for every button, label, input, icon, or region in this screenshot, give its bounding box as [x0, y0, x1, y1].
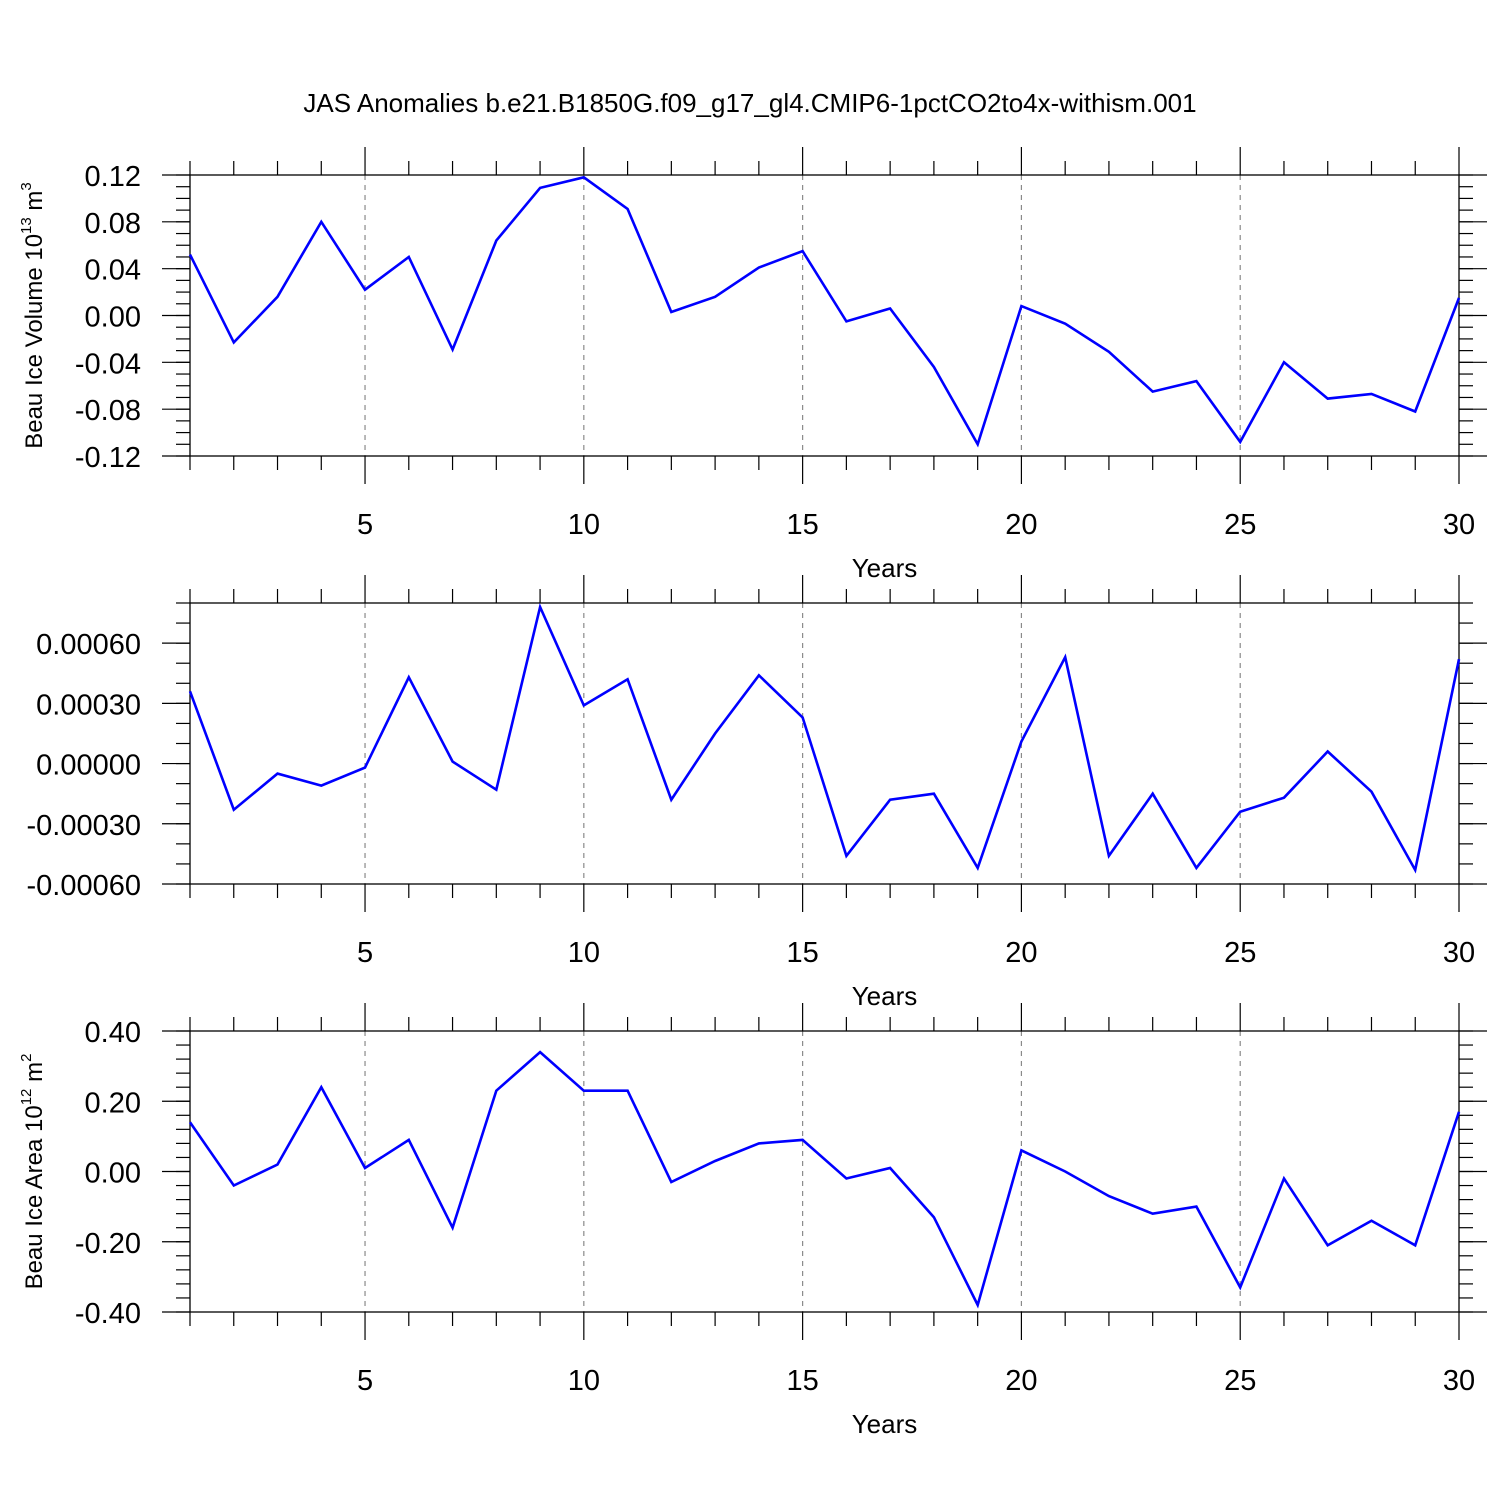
x-tick-label: 5 — [357, 1365, 373, 1397]
y-tick-label: -0.40 — [75, 1298, 141, 1330]
y-tick-label: 0.04 — [85, 255, 141, 287]
y-tick-label: -0.12 — [75, 442, 141, 474]
volume-panel: 5 10 15 20 25 30 Years 0.12 0.08 0.04 0.00 -0.04 -0.… — [18, 147, 1487, 583]
plot-frame — [189, 1030, 1460, 1313]
data-series-line — [188, 175, 1461, 448]
x-tick-label: 30 — [1443, 1365, 1475, 1397]
y-tick-label: 0.00 — [85, 302, 141, 334]
x-axis-label: Years — [852, 553, 918, 583]
y-tick-label: 0.00 — [85, 1158, 141, 1190]
x-tick-label: 10 — [568, 1365, 600, 1397]
x-tick-label: 30 — [1443, 937, 1475, 969]
data-series-line — [188, 602, 1461, 874]
x-tick-label: 5 — [357, 509, 373, 541]
plot-frame — [189, 174, 1460, 457]
y-tick-label: 0.20 — [85, 1087, 141, 1119]
x-tick-label: 15 — [786, 509, 818, 541]
chart-title: JAS Anomalies b.e21.B1850G.f09_g17_gl4.C… — [303, 88, 1196, 118]
y-axis-label: Beau Ice Volume 1013 m3 — [18, 182, 48, 449]
x-tick-label: 10 — [568, 509, 600, 541]
y-tick-label: -0.04 — [75, 348, 141, 380]
x-tick-label: 25 — [1224, 509, 1256, 541]
x-tick-label: 30 — [1443, 509, 1475, 541]
x-tick-label: 15 — [786, 937, 818, 969]
y-tick-label: 0.00060 — [36, 629, 141, 661]
y-axis-label: Beau Ice Area 1012 m2 — [18, 1054, 48, 1290]
y-tick-label: 0.00030 — [36, 689, 141, 721]
x-tick-label: 15 — [786, 1365, 818, 1397]
x-tick-label: 25 — [1224, 1365, 1256, 1397]
panels: 5 10 15 20 25 30 Years 0.12 0.08 0.04 0.00 -0.04 -0.… — [18, 147, 1487, 1439]
middle-panel: 5 10 15 20 25 30 Years 0.00060 0.00030 0.00000 -0.… — [27, 575, 1487, 1011]
y-tick-label: -0.00060 — [27, 870, 142, 902]
y-tick-label: 0.08 — [85, 208, 141, 240]
x-tick-label: 25 — [1224, 937, 1256, 969]
y-tick-label: 0.12 — [85, 161, 141, 193]
plot-frame — [189, 602, 1460, 885]
y-tick-label: 0.00000 — [36, 750, 141, 782]
x-tick-label: 5 — [357, 937, 373, 969]
x-tick-label: 20 — [1005, 1365, 1037, 1397]
x-tick-label: 20 — [1005, 509, 1037, 541]
data-series-line — [188, 1050, 1461, 1309]
x-axis-label: Years — [852, 1409, 918, 1439]
area-panel: 5 10 15 20 25 30 Years 0.40 0.20 0.00 -0.20 -0.40 Be… — [18, 1003, 1487, 1439]
y-tick-label: -0.20 — [75, 1228, 141, 1260]
x-tick-label: 10 — [568, 937, 600, 969]
y-tick-label: -0.08 — [75, 395, 141, 427]
y-tick-label: 0.40 — [85, 1017, 141, 1049]
x-tick-label: 20 — [1005, 937, 1037, 969]
x-axis-label: Years — [852, 981, 918, 1011]
y-tick-label: -0.00030 — [27, 810, 142, 842]
